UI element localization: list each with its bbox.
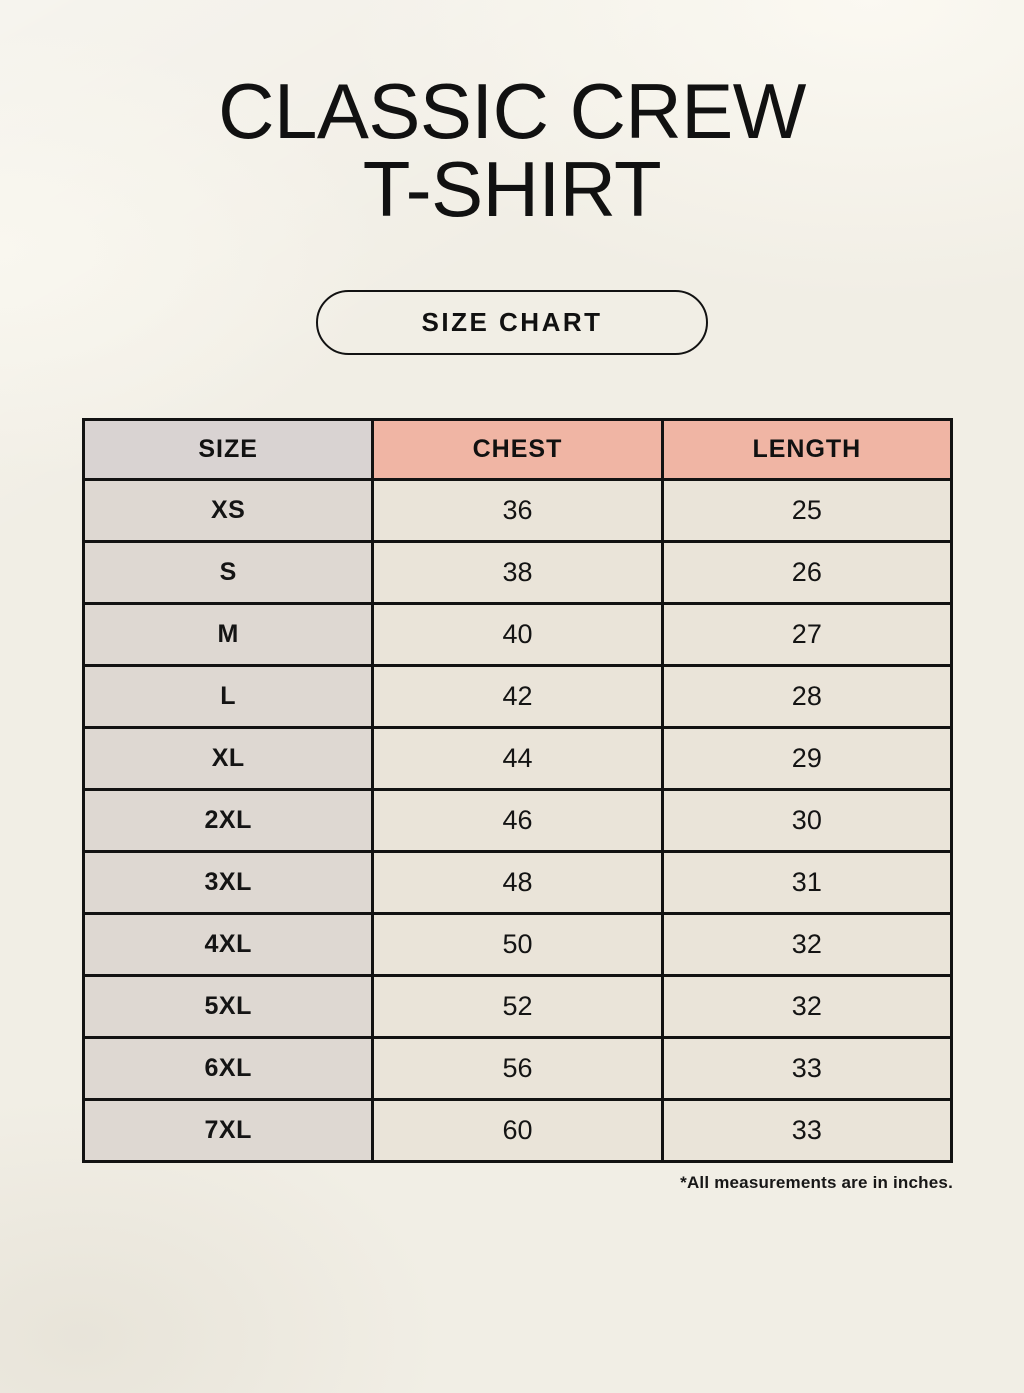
chest-value-cell: 50 bbox=[371, 912, 664, 977]
table-row: 3XL 48 31 bbox=[81, 850, 954, 915]
length-value-cell: 28 bbox=[660, 664, 954, 729]
length-value-cell: 32 bbox=[660, 912, 954, 977]
size-chart-button[interactable]: SIZE CHART bbox=[316, 290, 708, 355]
length-value-cell: 25 bbox=[660, 478, 954, 543]
length-value-cell: 32 bbox=[660, 974, 954, 1039]
table-row: M 40 27 bbox=[81, 602, 954, 667]
table-body: XS 36 25 S 38 26 M 40 27 L 42 28 XL 44 29 2XL 46 30 3XL 48 3… bbox=[81, 478, 954, 1163]
length-value-cell: 33 bbox=[660, 1036, 954, 1101]
size-label-cell: 3XL bbox=[81, 850, 375, 915]
size-chart-table: SIZE CHEST LENGTH XS 36 25 S 38 26 M 40 27 L 42 28 X… bbox=[81, 418, 954, 1163]
table-row: 5XL 52 32 bbox=[81, 974, 954, 1039]
column-header-size: SIZE bbox=[81, 418, 375, 481]
length-value-cell: 27 bbox=[660, 602, 954, 667]
size-label-cell: 4XL bbox=[81, 912, 375, 977]
length-value-cell: 26 bbox=[660, 540, 954, 605]
table-row: 2XL 46 30 bbox=[81, 788, 954, 853]
size-label-cell: 5XL bbox=[81, 974, 375, 1039]
table-row: 6XL 56 33 bbox=[81, 1036, 954, 1101]
size-label-cell: L bbox=[81, 664, 375, 729]
chest-value-cell: 36 bbox=[371, 478, 664, 543]
table-row: XL 44 29 bbox=[81, 726, 954, 791]
column-header-length: LENGTH bbox=[660, 418, 954, 481]
table-row: 7XL 60 33 bbox=[81, 1098, 954, 1163]
size-label-cell: 6XL bbox=[81, 1036, 375, 1101]
length-value-cell: 29 bbox=[660, 726, 954, 791]
size-chart-button-label: SIZE CHART bbox=[421, 307, 603, 337]
size-label-cell: M bbox=[81, 602, 375, 667]
column-header-chest: CHEST bbox=[371, 418, 664, 481]
chest-value-cell: 40 bbox=[371, 602, 664, 667]
chest-value-cell: 46 bbox=[371, 788, 664, 853]
measurements-footnote: *All measurements are in inches. bbox=[680, 1173, 953, 1192]
chest-value-cell: 44 bbox=[371, 726, 664, 791]
table-row: L 42 28 bbox=[81, 664, 954, 729]
size-label-cell: XS bbox=[81, 478, 375, 543]
table-row: S 38 26 bbox=[81, 540, 954, 605]
size-label-cell: 2XL bbox=[81, 788, 375, 853]
chest-value-cell: 56 bbox=[371, 1036, 664, 1101]
length-value-cell: 31 bbox=[660, 850, 954, 915]
chest-value-cell: 48 bbox=[371, 850, 664, 915]
size-label-cell: S bbox=[81, 540, 375, 605]
size-label-cell: 7XL bbox=[81, 1098, 375, 1163]
header-row: SIZE CHEST LENGTH bbox=[81, 418, 954, 481]
chest-value-cell: 38 bbox=[371, 540, 664, 605]
length-value-cell: 30 bbox=[660, 788, 954, 853]
size-label-cell: XL bbox=[81, 726, 375, 791]
page-title: CLASSIC CREW T-SHIRT bbox=[0, 72, 1024, 228]
title-line-2: T-SHIRT bbox=[362, 145, 662, 233]
chest-value-cell: 60 bbox=[371, 1098, 664, 1163]
size-chart-poster: CLASSIC CREW T-SHIRT SIZE CHART SIZE CHE… bbox=[0, 72, 1024, 1193]
table-header: SIZE CHEST LENGTH bbox=[81, 418, 954, 481]
table-row: 4XL 50 32 bbox=[81, 912, 954, 977]
chest-value-cell: 52 bbox=[371, 974, 664, 1039]
table-row: XS 36 25 bbox=[81, 478, 954, 543]
title-line-1: CLASSIC CREW bbox=[218, 67, 806, 155]
chest-value-cell: 42 bbox=[371, 664, 664, 729]
length-value-cell: 33 bbox=[660, 1098, 954, 1163]
